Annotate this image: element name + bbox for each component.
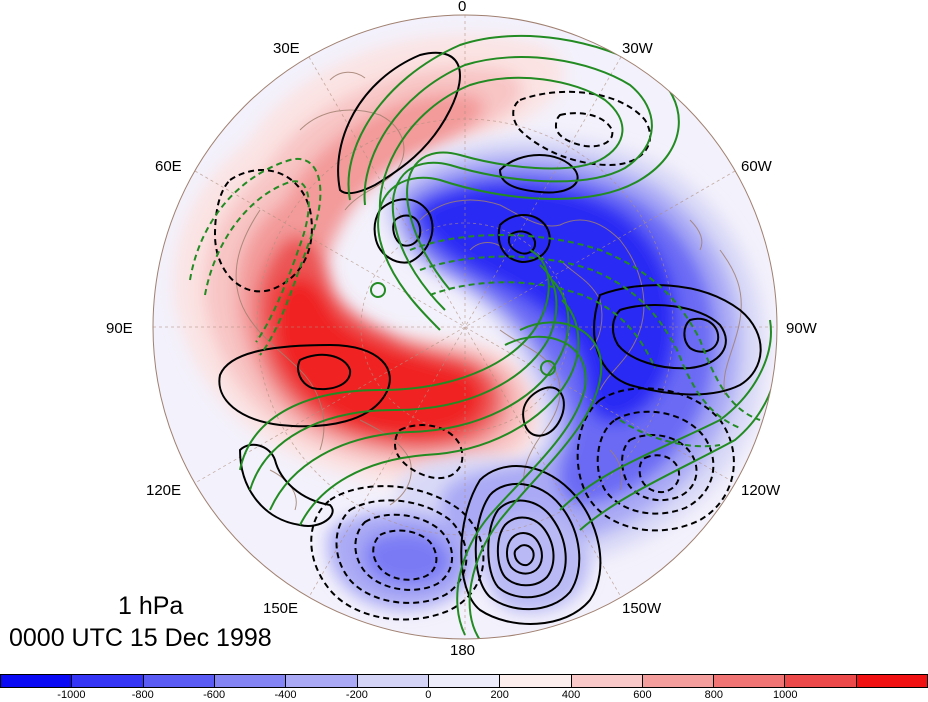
colorbar-segment [428, 675, 501, 687]
lon-label-120e: 120E [146, 482, 182, 499]
colorbar-segment [357, 675, 429, 687]
colorbar-segment [714, 675, 786, 687]
colorbar-label: 200 [490, 689, 509, 701]
lon-label-90e: 90E [106, 320, 133, 337]
lon-label-60w: 60W [741, 158, 772, 175]
colorbar-segment [856, 675, 928, 687]
lon-label-150w: 150W [622, 600, 662, 617]
colorbar-label: -400 [274, 689, 297, 701]
valid-time-label: 0000 UTC 15 Dec 1998 [9, 624, 272, 652]
map-boundary [152, 14, 778, 640]
colorbar-label: -200 [345, 689, 368, 701]
colorbar-segment [1, 675, 73, 687]
lat-lon-grid [153, 15, 777, 639]
colorbar-segment [785, 675, 857, 687]
shaded-field [153, 15, 777, 639]
colorbar-label: 400 [561, 689, 581, 701]
lon-label-30e: 30E [273, 40, 300, 57]
positive-anomaly-region [174, 34, 564, 487]
colorbar-segment [500, 675, 572, 687]
colorbar-segment [286, 675, 358, 687]
lon-label-120w: 120W [741, 482, 781, 499]
colorbar-label: 0 [425, 689, 432, 701]
wind-contours-negative [189, 157, 761, 448]
pressure-level-label: 1 hPa [118, 592, 184, 620]
colorbar-label: -1000 [57, 689, 86, 701]
polar-stereographic-map [152, 14, 778, 640]
colorbar [0, 674, 928, 688]
colorbar-label: -600 [203, 689, 226, 701]
colorbar-segment [571, 675, 643, 687]
colorbar-segment [214, 675, 287, 687]
wind-contours [239, 34, 777, 639]
negative-contours [213, 90, 735, 621]
lon-label-60e: 60E [155, 158, 182, 175]
lon-label-90w: 90W [786, 320, 817, 337]
colorbar-label: 800 [704, 689, 724, 701]
lon-label-150e: 150E [263, 600, 299, 617]
colorbar-segment [642, 675, 715, 687]
lon-label-180: 180 [450, 642, 476, 659]
colorbar-segment [72, 675, 144, 687]
lon-label-0: 0 [458, 0, 467, 15]
colorbar-segment [143, 675, 215, 687]
colorbar-label: 600 [633, 689, 652, 701]
colorbar-label: 1000 [772, 689, 798, 701]
lon-label-30w: 30W [622, 40, 653, 57]
coastlines [235, 71, 742, 511]
colorbar-label: -800 [131, 689, 154, 701]
